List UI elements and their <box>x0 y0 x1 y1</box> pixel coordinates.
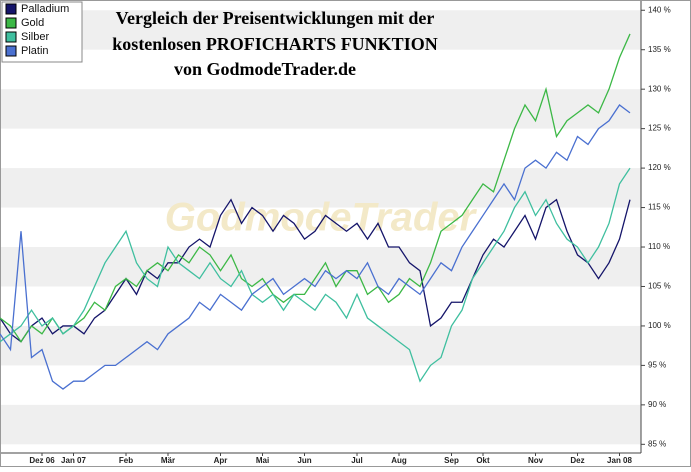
y-tick-label: 140 % <box>648 5 671 14</box>
y-tick-label: 120 % <box>648 163 671 172</box>
y-tick-label: 130 % <box>648 84 671 93</box>
x-tick-label: Aug <box>391 456 407 465</box>
series-line <box>0 33 631 343</box>
grid-band <box>0 325 641 366</box>
legend: Palladium Gold Silber Platin <box>1 1 83 63</box>
grid-band <box>0 168 641 208</box>
series-line <box>0 167 631 383</box>
x-tick-label: Apr <box>214 456 228 465</box>
x-tick-label: Dez <box>570 456 584 465</box>
x-tick-label: Mai <box>256 456 269 465</box>
y-tick-label: 100 % <box>648 321 671 330</box>
legend-label: Platin <box>21 45 49 57</box>
legend-swatch <box>5 17 17 29</box>
grid-band <box>0 404 641 445</box>
legend-swatch <box>5 45 17 57</box>
series-line <box>0 104 631 390</box>
x-tick-label: Dez 06 <box>29 456 55 465</box>
x-tick-label: Nov <box>528 456 544 465</box>
y-tick-label: 105 % <box>648 282 671 291</box>
chart-title: von GodmodeTrader.de <box>174 59 356 79</box>
legend-label: Silber <box>21 31 49 43</box>
y-tick-label: 125 % <box>648 124 671 133</box>
legend-label: Gold <box>21 17 44 29</box>
y-tick-label: 135 % <box>648 45 671 54</box>
x-tick-label: Jul <box>351 456 363 465</box>
x-tick-label: Jun <box>297 456 311 465</box>
x-tick-label: Mär <box>161 456 175 465</box>
watermark: GodmodeTrader <box>165 196 478 240</box>
legend-swatch <box>5 31 17 43</box>
chart-title: Vergleich der Preisentwicklungen mit der <box>116 8 435 28</box>
x-tick-label: Feb <box>119 456 133 465</box>
x-tick-label: Jan 07 <box>61 456 86 465</box>
y-tick-label: 115 % <box>648 203 670 212</box>
y-tick-label: 90 % <box>648 400 666 409</box>
grid-band <box>0 10 641 50</box>
x-tick-label: Jan 08 <box>607 456 632 465</box>
grid-band <box>0 89 641 129</box>
legend-swatch <box>5 3 17 15</box>
chart-title: kostenlosen PROFICHARTS FUNKTION <box>112 34 437 54</box>
y-tick-label: 85 % <box>648 439 666 448</box>
x-tick-label: Sep <box>444 456 459 465</box>
y-tick-label: 110 % <box>648 242 670 251</box>
plot-area <box>0 0 641 453</box>
x-tick-label: Okt <box>476 456 490 465</box>
grid-band <box>0 247 641 287</box>
y-tick-label: 95 % <box>648 361 666 370</box>
legend-label: Palladium <box>21 3 69 15</box>
